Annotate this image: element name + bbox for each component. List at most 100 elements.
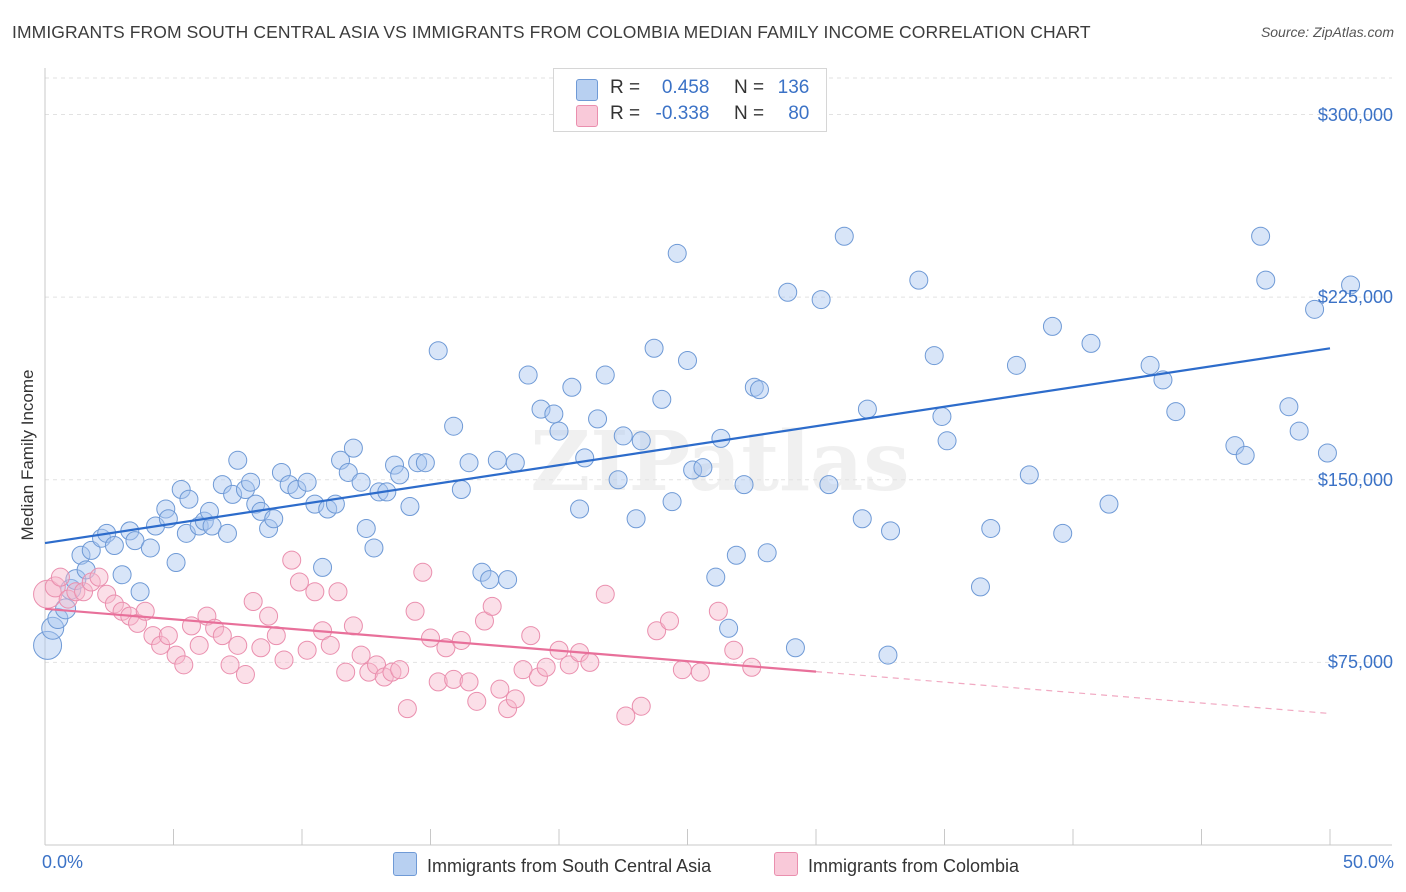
point-south-central-asia bbox=[356, 518, 376, 538]
point-colombia bbox=[631, 696, 651, 716]
point-south-central-asia bbox=[125, 531, 145, 551]
point-colombia bbox=[104, 594, 124, 614]
point-colombia bbox=[536, 657, 556, 677]
point-south-central-asia bbox=[819, 475, 839, 495]
source-credit: Source: ZipAtlas.com bbox=[1260, 24, 1394, 40]
n-value-blue: 136 bbox=[777, 77, 810, 98]
point-colombia bbox=[97, 584, 117, 604]
point-south-central-asia bbox=[588, 409, 608, 429]
point-colombia bbox=[421, 628, 440, 648]
point-south-central-asia bbox=[487, 450, 507, 470]
point-south-central-asia bbox=[1019, 465, 1039, 485]
point-south-central-asia bbox=[644, 338, 664, 358]
point-colombia bbox=[521, 626, 541, 646]
point-colombia bbox=[490, 679, 510, 699]
point-south-central-asia bbox=[71, 545, 91, 565]
point-south-central-asia bbox=[1166, 402, 1186, 422]
point-south-central-asia bbox=[498, 570, 518, 590]
point-south-central-asia bbox=[726, 545, 746, 565]
point-south-central-asia bbox=[719, 618, 739, 638]
point-south-central-asia bbox=[608, 470, 628, 490]
point-colombia bbox=[647, 621, 667, 641]
point-colombia bbox=[580, 652, 600, 672]
legend-swatch-blue bbox=[576, 79, 598, 101]
point-colombia bbox=[397, 699, 417, 719]
point-south-central-asia bbox=[575, 448, 595, 468]
point-south-central-asia bbox=[287, 480, 307, 500]
point-colombia bbox=[212, 626, 232, 646]
trend-line-south-central-asia bbox=[44, 347, 1331, 545]
point-south-central-asia bbox=[112, 565, 132, 585]
point-south-central-asia bbox=[338, 462, 358, 482]
bottom-legend-south-central-asia: Immigrants from South Central Asia bbox=[393, 852, 711, 877]
point-south-central-asia bbox=[81, 540, 101, 560]
bottom-swatch-blue bbox=[393, 852, 417, 876]
point-south-central-asia bbox=[459, 453, 479, 473]
point-south-central-asia bbox=[631, 431, 651, 451]
point-colombia bbox=[428, 672, 448, 692]
point-colombia bbox=[66, 582, 86, 602]
point-south-central-asia bbox=[652, 389, 672, 409]
point-south-central-asia bbox=[1006, 355, 1026, 375]
point-south-central-asia bbox=[1317, 443, 1337, 463]
point-colombia bbox=[251, 638, 271, 658]
y-tick-label: $150,000 bbox=[1317, 469, 1393, 490]
point-south-central-asia bbox=[390, 465, 410, 485]
point-south-central-asia bbox=[562, 377, 582, 397]
y-axis-label: Median Family Income bbox=[18, 369, 37, 541]
point-south-central-asia bbox=[343, 438, 363, 458]
point-south-central-asia bbox=[1153, 370, 1173, 390]
point-south-central-asia bbox=[518, 365, 538, 385]
point-south-central-asia bbox=[313, 557, 333, 577]
point-south-central-asia bbox=[41, 616, 65, 640]
point-colombia bbox=[513, 660, 533, 680]
point-colombia bbox=[189, 635, 209, 655]
point-colombia bbox=[616, 706, 636, 726]
point-south-central-asia bbox=[228, 450, 248, 470]
point-south-central-asia bbox=[757, 543, 777, 563]
point-colombia bbox=[320, 635, 340, 655]
point-south-central-asia bbox=[212, 475, 232, 495]
point-south-central-asia bbox=[223, 484, 243, 504]
point-south-central-asia bbox=[1289, 421, 1309, 441]
y-tick-label: $225,000 bbox=[1317, 287, 1393, 308]
point-south-central-asia bbox=[749, 380, 769, 400]
point-south-central-asia bbox=[400, 497, 420, 517]
point-south-central-asia bbox=[505, 453, 525, 473]
r-label: R = bbox=[610, 103, 641, 124]
point-colombia bbox=[235, 665, 255, 685]
point-south-central-asia bbox=[667, 243, 687, 263]
point-colombia bbox=[436, 638, 456, 658]
point-south-central-asia bbox=[909, 270, 929, 290]
point-south-central-asia bbox=[811, 290, 831, 310]
point-south-central-asia bbox=[834, 226, 854, 246]
point-south-central-asia bbox=[428, 341, 448, 361]
point-colombia bbox=[305, 582, 325, 602]
point-colombia bbox=[482, 596, 502, 616]
point-south-central-asia bbox=[881, 521, 901, 541]
point-colombia bbox=[220, 655, 240, 675]
point-south-central-asia bbox=[595, 365, 615, 385]
point-south-central-asia bbox=[1081, 333, 1101, 353]
point-colombia bbox=[467, 691, 487, 711]
point-south-central-asia bbox=[734, 475, 754, 495]
point-south-central-asia bbox=[331, 450, 351, 470]
point-colombia bbox=[498, 699, 518, 719]
point-south-central-asia bbox=[297, 472, 317, 492]
point-colombia bbox=[459, 672, 479, 692]
point-south-central-asia bbox=[544, 404, 564, 424]
point-colombia bbox=[297, 640, 317, 660]
bottom-legend-label-blue: Immigrants from South Central Asia bbox=[427, 856, 712, 876]
point-south-central-asia bbox=[408, 453, 428, 473]
point-south-central-asia bbox=[1042, 316, 1062, 336]
point-colombia bbox=[50, 567, 70, 587]
chart-title: IMMIGRANTS FROM SOUTH CENTRAL ASIA VS IM… bbox=[12, 22, 1091, 42]
correlation-legend: R = 0.458 N = 136 R = -0.338 N = 80 bbox=[553, 68, 827, 132]
point-south-central-asia bbox=[678, 350, 697, 370]
point-south-central-asia bbox=[472, 562, 492, 582]
point-colombia bbox=[474, 611, 494, 631]
point-south-central-asia bbox=[626, 509, 646, 529]
point-south-central-asia bbox=[878, 645, 898, 665]
trend-line-colombia-extrapolated bbox=[815, 671, 1331, 715]
point-south-central-asia bbox=[857, 399, 877, 419]
